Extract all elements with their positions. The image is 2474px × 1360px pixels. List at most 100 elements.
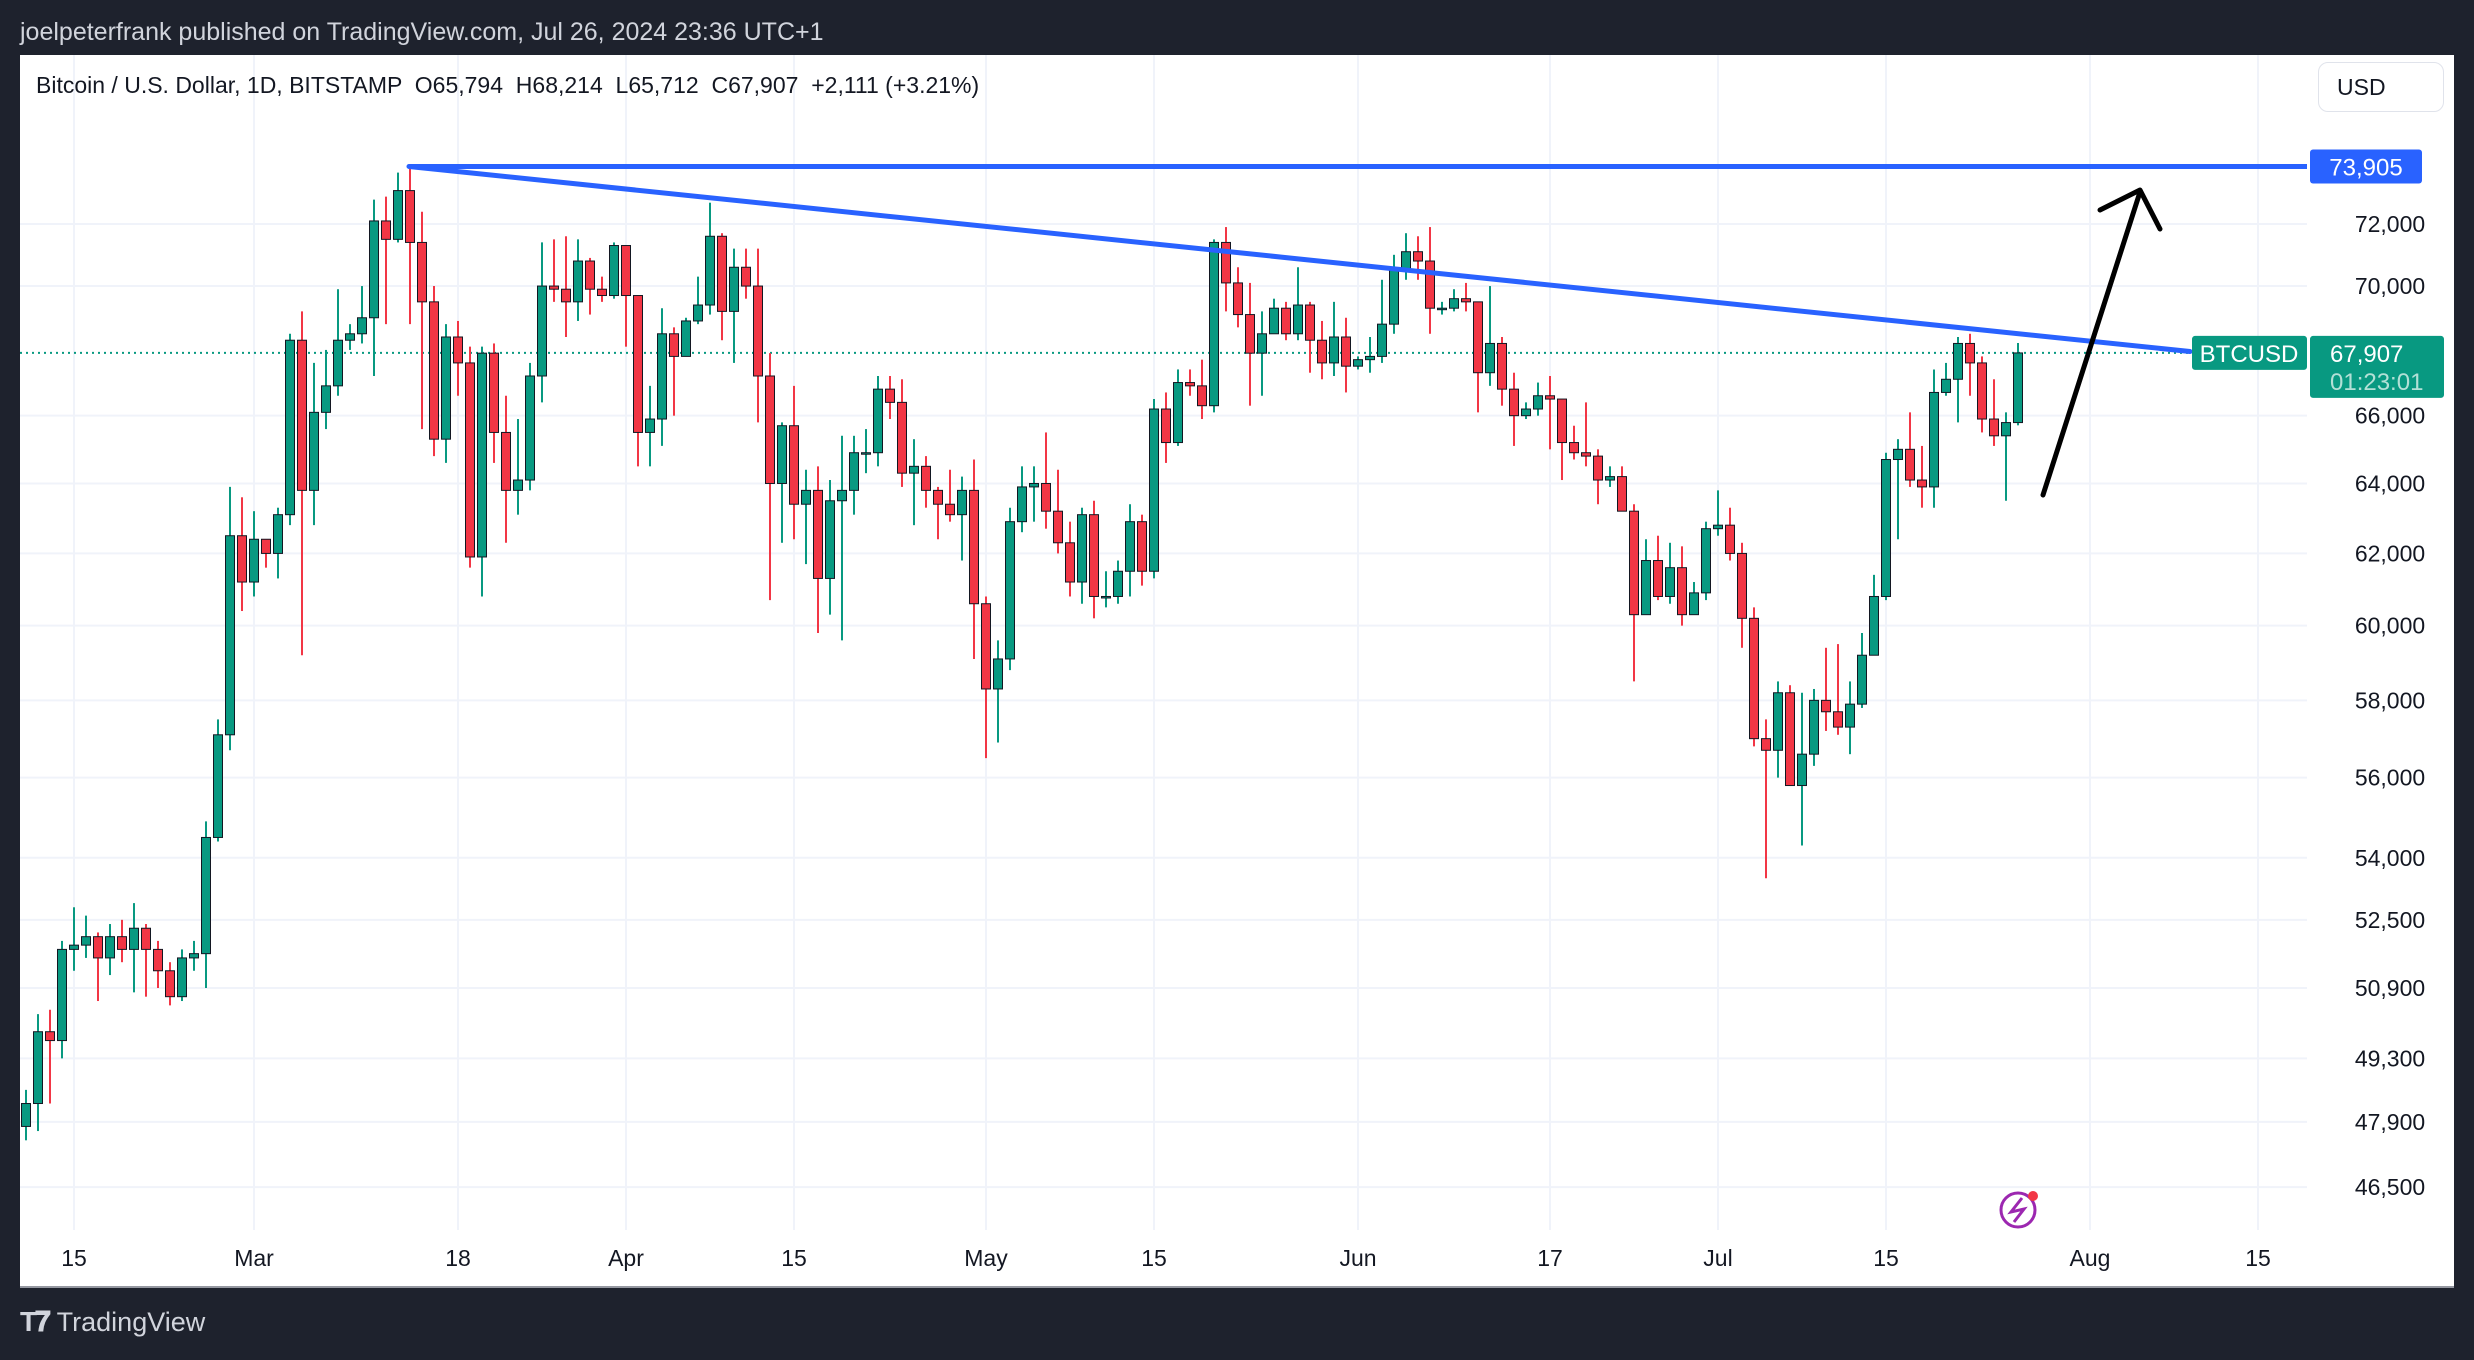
candle-down [165,970,175,998]
price-tick-label: 52,500 [2355,907,2425,933]
currency-button[interactable]: USD [2318,62,2444,112]
candle-up [1149,408,1159,572]
candle-down [237,535,247,583]
candle-up [1893,448,1903,461]
candle-up [1533,395,1543,410]
symbol-badge-label: BTCUSD [2200,341,2299,368]
candle-up [1701,528,1711,594]
candle-up [1857,654,1867,705]
candle-down [489,352,499,433]
price-tick-label: 46,500 [2355,1174,2425,1200]
candle-down [1497,342,1507,390]
candle-up [1209,241,1219,407]
candle-up [477,352,487,558]
candle-up [2013,352,2023,424]
candle-down [813,489,823,579]
candle-down [1593,455,1603,481]
candle-up [1125,521,1135,572]
candle-up [705,235,715,306]
candle-up [1845,703,1855,728]
close-value: C67,907 [711,72,799,98]
candle-down [1977,362,1987,420]
candle-down [1557,398,1567,444]
candle-down [789,425,799,505]
candle-down [261,538,271,554]
candle-up [1101,595,1111,599]
candle-up [345,333,355,341]
candle-up [1329,336,1339,364]
candle-up [1485,342,1495,374]
candle-down [1821,699,1831,713]
candle-down [405,190,415,243]
candle-up [1449,298,1459,309]
symbol-badge [2192,335,2307,370]
candle-up [177,957,187,998]
candle-down [1089,514,1099,597]
candle-up [1257,333,1267,354]
time-tick-label: 18 [445,1245,471,1271]
candle-up [1437,307,1447,311]
candle-up [321,385,331,413]
time-tick-label: Mar [234,1245,274,1271]
candle-down [717,235,727,312]
candle-down [381,220,391,240]
candle-down [633,295,643,433]
candle-down [1185,382,1195,387]
candle-down [1989,418,1999,437]
candle-down [945,503,955,516]
candle-up [1113,570,1123,597]
candle-up [1809,699,1819,755]
candle-down [417,241,427,303]
candle-down [1509,388,1519,417]
candle-up [2001,422,2011,437]
candle-down [1413,251,1423,262]
candle-down [117,936,127,950]
candle-down [1569,442,1579,454]
candle-up [1029,482,1039,488]
candle-down [597,288,607,297]
candle-up [1869,595,1879,656]
candle-up [81,936,91,946]
candle-up [333,339,343,387]
candle-down [669,333,679,357]
candle-down [1473,301,1483,374]
candle-down [933,489,943,505]
candlestick-chart[interactable]: 72,000 70,000 66,000 64,000 62,000 60,000 58,0… [20,55,2454,1288]
candle-down [1233,282,1243,316]
candle-down [897,401,907,474]
candle-up [1077,514,1087,583]
candle-down [1905,448,1915,481]
candle-up [837,489,847,502]
price-tick-label: 58,000 [2355,687,2425,713]
candle-down [1137,521,1147,572]
price-tick-label: 60,000 [2355,613,2425,639]
price-tick-label: 64,000 [2355,470,2425,496]
price-tick-label: 47,900 [2355,1109,2425,1135]
candle-down [1545,395,1555,400]
candle-down [1065,542,1075,583]
candle-up [573,260,583,303]
time-tick-label: 15 [61,1245,87,1271]
candle-up [1377,323,1387,357]
price-tick-label: 66,000 [2355,403,2425,429]
candle-down [981,603,991,690]
candle-up [309,411,319,491]
time-tick-label: Aug [2070,1245,2111,1271]
candle-up [537,285,547,377]
price-tick-label: 49,300 [2355,1045,2425,1071]
footer-brand[interactable]: TradingView [56,1307,206,1337]
low-value: L65,712 [615,72,699,98]
candle-down [921,465,931,491]
candle-up [1797,753,1807,787]
candle-down [1749,617,1759,740]
candle-up [441,336,451,440]
candle-down [885,388,895,403]
candle-down [741,266,751,287]
candle-up [201,836,211,955]
candle-up [1881,459,1891,597]
candle-up [1665,567,1675,597]
candle-up [1773,692,1783,751]
candle-up [129,927,139,950]
chart-panel[interactable]: 72,000 70,000 66,000 64,000 62,000 60,000 58,0… [20,55,2454,1288]
time-tick-label: 15 [1873,1245,1899,1271]
